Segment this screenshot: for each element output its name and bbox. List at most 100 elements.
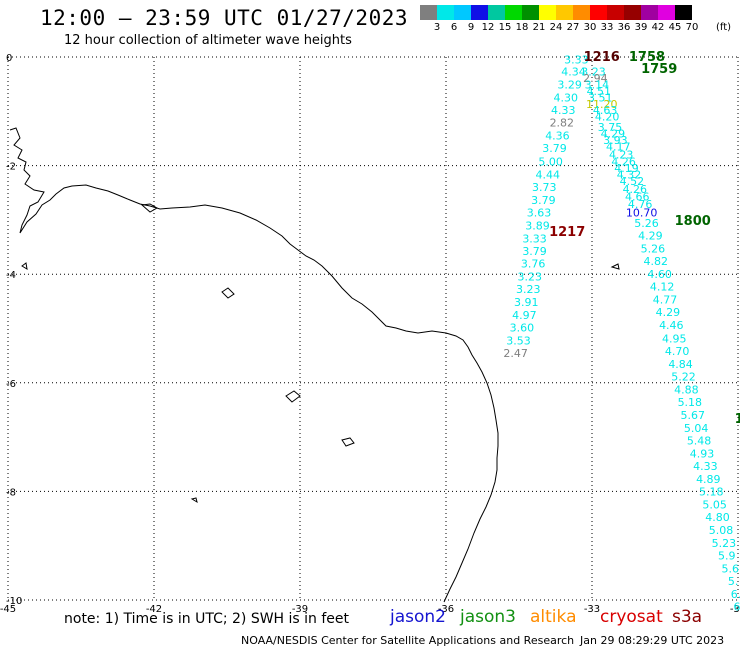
wave-height-value: 4.80 (705, 511, 730, 524)
coastline-mainland (9, 127, 499, 603)
track-time-label: 1758 (629, 50, 665, 65)
legend-swatch (556, 5, 573, 20)
wave-height-value: 3.93 (603, 134, 628, 147)
wave-height-value: 3.76 (521, 257, 546, 270)
wave-height-value: 4.44 (535, 168, 560, 181)
map-title: 12:00 – 23:59 UTC 01/27/2023 (40, 6, 409, 30)
lon-tick-label: -36 (438, 604, 454, 615)
wave-height-value: 4.29 (638, 230, 663, 243)
legend-label: 6 (450, 22, 458, 33)
altimeter-track: 3.232.943.144.513.5111.204.634.203.754.2… (581, 66, 740, 614)
legend-swatch (624, 5, 641, 20)
lat-tick-label: -6 (6, 379, 16, 390)
wave-height-value: 4.19 (614, 162, 639, 175)
wave-height-value: 3.91 (514, 296, 539, 309)
legend-label: 27 (566, 22, 580, 33)
legend-label: 33 (600, 22, 614, 33)
wave-height-value: 3.29 (557, 79, 582, 92)
satellite-jason3: jason3 (460, 607, 516, 627)
legend-label: 30 (583, 22, 597, 33)
wave-height-value: 4.32 (617, 168, 642, 181)
wave-height-value: 3.51 (588, 92, 613, 105)
wave-height-value: 3.79 (522, 245, 547, 258)
lat-tick-label: -2 (6, 162, 16, 173)
wave-height-value: 5.18 (678, 396, 703, 409)
lon-tick-label: -42 (146, 604, 162, 615)
track-time-label: 1217 (549, 225, 585, 240)
lon-tick-label: -33 (584, 604, 600, 615)
wave-height-value: 5.9 (718, 549, 736, 562)
legend-swatch (641, 5, 658, 20)
legend-swatch (607, 5, 624, 20)
wave-height-value: 6. (731, 588, 740, 601)
wave-height-value: 5.04 (684, 422, 709, 435)
lat-tick-label: 0 (6, 53, 12, 64)
wave-height-value: 4.60 (647, 268, 672, 281)
wave-height-value: 5.67 (680, 409, 705, 422)
wave-height-value: 4.70 (665, 345, 690, 358)
satellite-jason2: jason2 (390, 607, 446, 627)
wave-height-value: 4.17 (606, 141, 631, 154)
wave-height-value: 3.23 (517, 270, 542, 283)
wave-height-value: 5.08 (709, 524, 734, 537)
wave-height-value: 3.14 (585, 79, 610, 92)
wave-height-value: 4.34 (561, 66, 586, 79)
legend-unit: (ft) (716, 22, 732, 33)
wave-height-value: 3.60 (510, 321, 535, 334)
wave-height-value: 3.33 (522, 232, 547, 245)
wave-height-value: 3.33 (564, 54, 589, 67)
wave-height-value: 4.82 (644, 255, 669, 268)
credit-line: NOAA/NESDIS Center for Satellite Applica… (241, 634, 575, 647)
wave-height-value: 3.75 (598, 121, 623, 134)
wave-height-value: 3.23 (516, 283, 541, 296)
legend-swatch (505, 5, 522, 20)
legend-label: 42 (651, 22, 665, 33)
wave-height-value: 4.77 (653, 294, 678, 307)
wave-height-value: 4.12 (650, 281, 675, 294)
wave-height-value: 3.53 (506, 334, 531, 347)
wave-height-value: 4.88 (674, 383, 699, 396)
legend-label: 3 (433, 22, 441, 33)
coastline-islands (21, 203, 620, 504)
wave-height-value: 5.00 (538, 155, 563, 168)
wave-height-value: 2.94 (583, 72, 608, 85)
wave-height-value: 11.20 (586, 98, 618, 111)
wave-height-value: 4.36 (545, 130, 570, 143)
wave-height-value: 5.48 (687, 434, 712, 447)
altimeter-tracks: 3.334.343.294.304.332.824.363.795.004.44… (503, 54, 740, 614)
wave-height-value: 4.52 (620, 175, 645, 188)
legend-swatch (675, 5, 692, 20)
wave-height-value: 10.70 (626, 206, 658, 219)
wave-height-value: 2.82 (550, 117, 575, 130)
map-subtitle: 12 hour collection of altimeter wave hei… (64, 33, 352, 48)
wave-height-value: 4.20 (595, 111, 620, 124)
wave-height-value: 3.89 (525, 219, 550, 232)
lon-tick-label: -30 (730, 604, 740, 615)
legend-label: 15 (498, 22, 512, 33)
wave-height-value: 4.29 (601, 128, 626, 141)
wave-height-value: 5.26 (641, 243, 666, 256)
lon-tick-label: -45 (0, 604, 16, 615)
legend-swatch (488, 5, 505, 20)
track-time-label: 180 (735, 412, 740, 427)
wave-height-value: 4.46 (659, 319, 684, 332)
wave-height-value: 4.30 (553, 92, 578, 105)
legend-swatch (590, 5, 607, 20)
wave-height-value: 5.26 (634, 217, 659, 230)
wave-height-value: 4.89 (696, 473, 721, 486)
legend-label: 18 (515, 22, 529, 33)
legend-label: 36 (617, 22, 631, 33)
wave-height-value: 4.63 (593, 104, 618, 117)
legend-label: 24 (549, 22, 563, 33)
legend-label: 45 (668, 22, 682, 33)
wave-height-value: 3.79 (531, 194, 556, 207)
generation-timestamp: Jan 29 08:29:29 UTC 2023 (580, 634, 725, 647)
wave-height-value: 5.18 (699, 485, 724, 498)
axis-ticks: -45 -42 -39 -36 -33 -30 0 -2 -4 -6 -8 -10 (0, 53, 740, 615)
coastline (9, 127, 620, 603)
wave-height-value: 4.93 (690, 447, 715, 460)
wave-height-value: 4.76 (628, 198, 653, 211)
track-time-label: 1800 (675, 214, 711, 229)
